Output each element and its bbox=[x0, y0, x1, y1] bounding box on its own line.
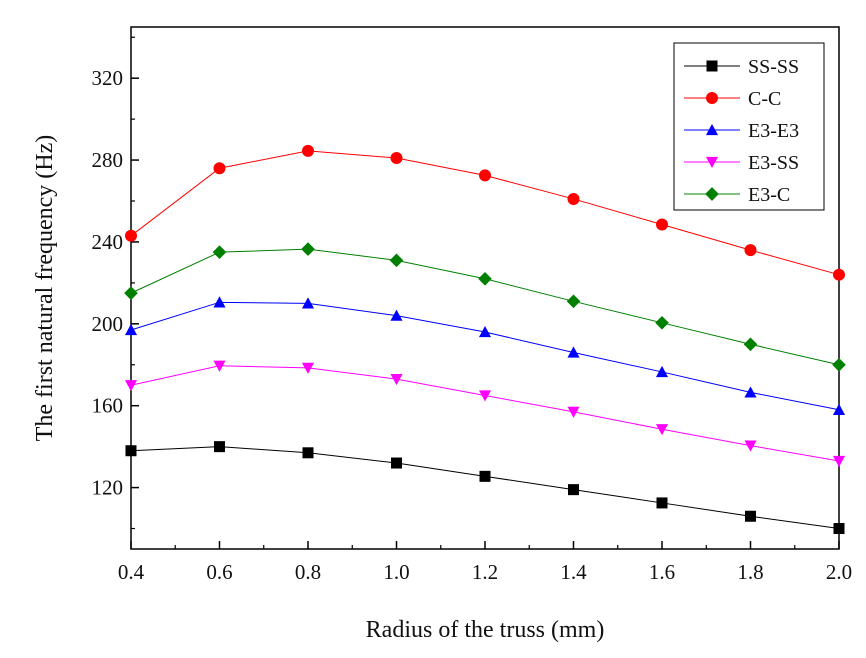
legend-item: E3-SS bbox=[684, 152, 799, 174]
data-point bbox=[301, 362, 315, 374]
legend-item: E3-C bbox=[684, 184, 790, 206]
data-point bbox=[389, 253, 404, 268]
legend-label: E3-SS bbox=[748, 152, 799, 174]
x-tick-label: 2.0 bbox=[826, 560, 852, 584]
legend-label: C-C bbox=[748, 88, 781, 110]
data-point bbox=[124, 380, 138, 392]
x-axis: 0.4 0.6 0.8 1.0 1.2 1.4 1.6 1.8 2.0 bbox=[118, 541, 852, 584]
legend-marker bbox=[705, 187, 719, 201]
legend-marker bbox=[706, 60, 718, 72]
data-point bbox=[832, 403, 846, 415]
x-tick-label: 1.8 bbox=[737, 560, 763, 584]
series-layer bbox=[124, 144, 846, 535]
y-tick-label: 160 bbox=[92, 394, 124, 418]
x-tick-label: 1.4 bbox=[560, 560, 587, 584]
data-point bbox=[214, 441, 225, 453]
data-point bbox=[656, 497, 668, 509]
series-c-c bbox=[125, 144, 845, 281]
data-point bbox=[832, 357, 846, 372]
legend-item: E3-E3 bbox=[684, 120, 799, 142]
data-point bbox=[568, 484, 579, 496]
y-tick-label: 200 bbox=[92, 312, 124, 336]
data-point bbox=[391, 457, 402, 469]
data-point bbox=[744, 386, 757, 398]
data-point bbox=[656, 218, 668, 231]
series-line bbox=[130, 446, 840, 530]
x-tick-label: 0.6 bbox=[206, 560, 232, 584]
data-point bbox=[655, 365, 669, 378]
data-point bbox=[390, 309, 403, 321]
legend: SS-SS C-C E3-E3 E3-SS E3-C bbox=[673, 42, 825, 211]
x-tick-label: 0.8 bbox=[295, 560, 321, 584]
data-point bbox=[833, 268, 845, 281]
legend-label: SS-SS bbox=[748, 56, 799, 78]
data-point bbox=[566, 294, 581, 309]
data-point bbox=[301, 242, 315, 256]
data-point bbox=[833, 523, 845, 535]
data-point bbox=[124, 323, 138, 336]
y-tick-label: 280 bbox=[92, 148, 124, 172]
series-line bbox=[130, 248, 840, 366]
data-point bbox=[744, 244, 757, 257]
data-point bbox=[302, 447, 314, 459]
data-point bbox=[213, 162, 226, 175]
x-axis-label: Radius of the truss (mm) bbox=[366, 617, 605, 643]
legend-label: E3-C bbox=[748, 184, 790, 206]
y-tick-label: 240 bbox=[92, 230, 124, 254]
data-point bbox=[212, 245, 227, 259]
y-tick-label: 320 bbox=[92, 66, 124, 90]
data-point bbox=[655, 315, 669, 330]
x-tick-label: 1.2 bbox=[472, 560, 498, 584]
series-e3-e3 bbox=[124, 296, 846, 415]
data-point bbox=[390, 152, 403, 165]
data-point bbox=[390, 373, 403, 386]
data-point bbox=[567, 346, 580, 358]
legend-marker bbox=[705, 156, 719, 169]
y-axis-label: The first natural frequency (Hz) bbox=[32, 135, 58, 442]
series-e3-ss bbox=[124, 360, 846, 468]
data-point bbox=[478, 325, 492, 338]
legend-box bbox=[673, 42, 825, 211]
data-point bbox=[567, 192, 580, 205]
data-point bbox=[478, 390, 492, 402]
data-point bbox=[302, 144, 314, 157]
legend-item: C-C bbox=[684, 88, 781, 110]
data-point bbox=[124, 286, 138, 300]
data-point bbox=[125, 229, 137, 242]
legend-item: SS-SS bbox=[684, 56, 799, 78]
series-ss-ss bbox=[125, 441, 845, 535]
data-point bbox=[479, 470, 491, 482]
series-line bbox=[130, 365, 840, 462]
x-tick-label: 1.6 bbox=[649, 560, 675, 584]
y-tick-label: 120 bbox=[92, 476, 124, 500]
data-point bbox=[301, 297, 315, 309]
data-point bbox=[213, 296, 226, 308]
data-point bbox=[213, 360, 226, 372]
data-point bbox=[832, 455, 846, 468]
data-point bbox=[478, 271, 492, 286]
legend-marker bbox=[706, 92, 718, 104]
data-point bbox=[743, 337, 758, 352]
series-e3-c bbox=[124, 242, 846, 372]
data-point bbox=[479, 169, 491, 182]
data-point bbox=[125, 445, 137, 457]
data-point bbox=[655, 424, 669, 436]
y-axis: 120 160 200 240 280 320 bbox=[92, 36, 139, 530]
data-point bbox=[745, 510, 756, 522]
x-tick-label: 0.4 bbox=[118, 560, 145, 584]
legend-label: E3-E3 bbox=[748, 120, 799, 142]
data-point bbox=[744, 440, 757, 452]
data-point bbox=[567, 406, 580, 418]
x-tick-label: 1.0 bbox=[383, 560, 409, 584]
legend-marker bbox=[705, 123, 719, 136]
